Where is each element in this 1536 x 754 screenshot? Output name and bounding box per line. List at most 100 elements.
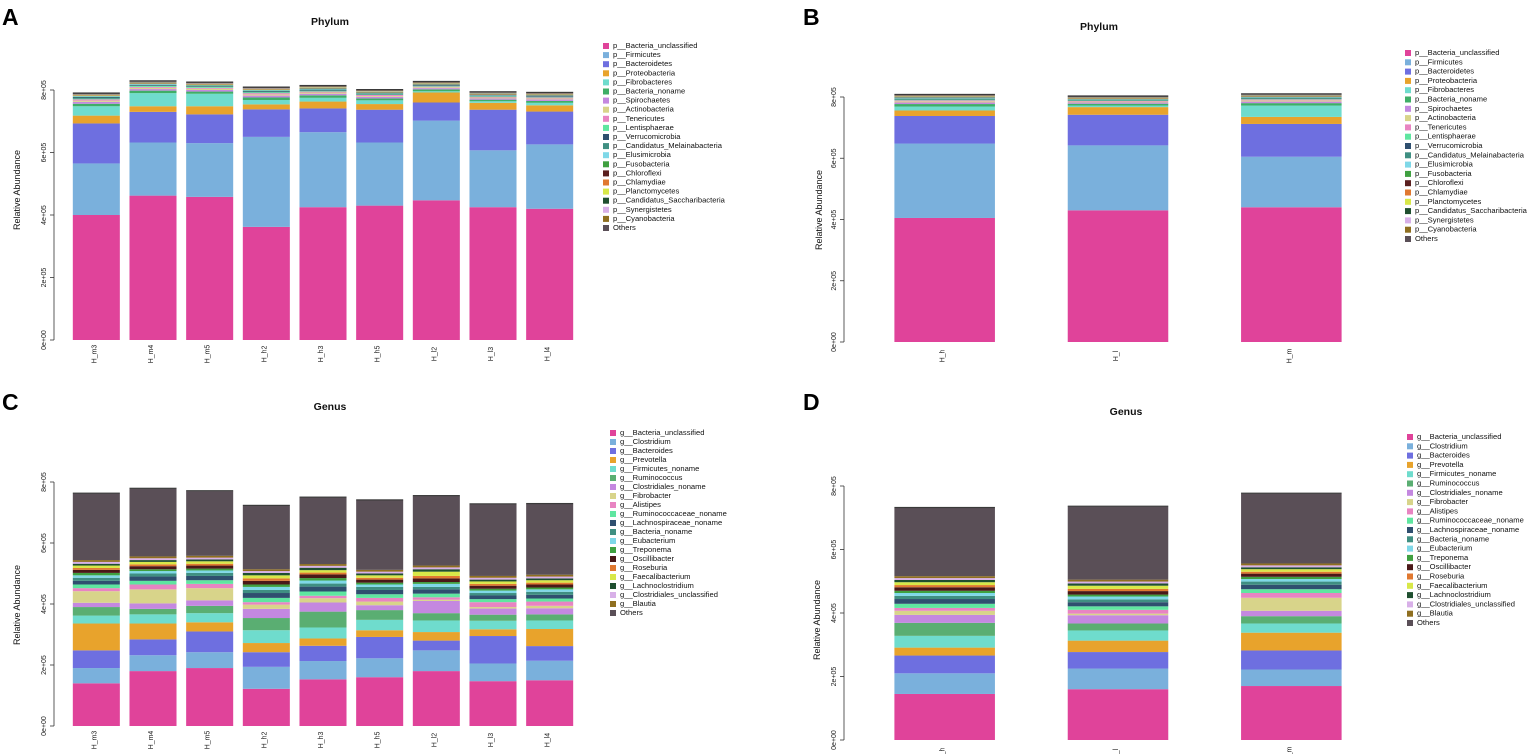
stacked-bar	[72, 92, 120, 340]
bar-segment	[526, 144, 574, 209]
bar-segment	[526, 96, 574, 98]
bar-segment	[1067, 613, 1169, 616]
legend-swatch	[1407, 527, 1413, 533]
x-tick-label: H_h2	[261, 346, 268, 363]
bar-segment	[299, 586, 347, 592]
bar-segment	[894, 599, 995, 604]
legend-swatch	[610, 565, 616, 571]
stacked-bar	[1241, 93, 1342, 342]
bar-segment	[412, 86, 460, 88]
bar-segment	[1241, 581, 1342, 585]
bar-segment	[242, 604, 290, 609]
y-tick-label: 6e+05	[41, 143, 48, 163]
bar-segment	[186, 106, 234, 115]
bar-segment	[299, 207, 347, 340]
bar-segment	[1067, 102, 1169, 104]
bar-segment	[72, 98, 120, 100]
bar-segment	[129, 90, 177, 94]
bar-top-edge	[356, 89, 404, 91]
bar-segment	[186, 565, 234, 569]
bar-segment	[299, 564, 347, 566]
bar-segment	[469, 577, 517, 580]
bar-top-edge	[242, 86, 290, 88]
bar-segment	[72, 106, 120, 116]
bar-segment	[894, 110, 995, 116]
legend-label: p__Actinobacteria	[613, 105, 675, 114]
bar-segment	[412, 87, 460, 89]
bar-segment	[412, 567, 460, 570]
bar-segment	[894, 102, 995, 105]
bar-segment	[242, 652, 290, 667]
x-tick-label: H_h	[940, 747, 947, 754]
stacked-bar	[526, 91, 574, 340]
bar-segment	[1067, 630, 1169, 641]
legend-label: p__Spirochaetes	[1415, 104, 1472, 113]
bar-segment	[129, 84, 177, 86]
bar-segment	[72, 96, 120, 97]
bar-segment	[356, 95, 404, 96]
x-tick-label: H_m4	[148, 731, 155, 750]
legend: g__Bacteria_unclassifiedg__Clostridiumg_…	[1407, 432, 1524, 627]
bar-segment	[72, 560, 120, 562]
stacked-bar	[1241, 492, 1342, 740]
legend-label: g__Prevotella	[620, 455, 667, 464]
legend-label: g__Bacteroides	[1417, 451, 1470, 460]
bar-top-edge	[412, 80, 460, 83]
bar-segment	[186, 622, 234, 632]
stacked-bar	[356, 499, 404, 726]
bar-segment	[186, 568, 234, 571]
legend-swatch	[603, 61, 609, 68]
bar-segment	[72, 100, 120, 102]
y-tick-label: 4e+05	[831, 210, 838, 230]
legend-label: g__Roseburia	[620, 563, 668, 572]
bar-segment	[469, 581, 517, 584]
bar-segment	[1067, 100, 1169, 101]
bar-segment	[299, 595, 347, 599]
bar-segment	[526, 208, 574, 340]
bar-segment	[526, 100, 574, 103]
bar-segment	[129, 85, 177, 87]
bar-segment	[299, 574, 347, 579]
legend-label: p__Candidatus_Saccharibacteria	[1415, 206, 1528, 215]
stacked-bar	[299, 496, 347, 726]
bar-segment	[242, 666, 290, 689]
bar-top-edge	[894, 93, 995, 96]
bar-segment	[72, 577, 120, 581]
bar-segment	[1067, 100, 1169, 102]
legend-label: p__Verrucomicrobia	[613, 132, 681, 141]
bar-top-edge	[72, 492, 120, 494]
bar-segment	[299, 132, 347, 208]
bar-segment	[894, 97, 995, 99]
stacked-bar	[242, 86, 290, 340]
bar-segment	[242, 569, 290, 572]
bar-segment	[242, 109, 290, 137]
bar-segment	[526, 96, 574, 97]
stacked-bar	[72, 492, 120, 726]
bar-segment	[894, 647, 995, 656]
legend-swatch	[1405, 180, 1411, 187]
bar-segment	[1241, 573, 1342, 577]
bar-segment	[1241, 97, 1342, 99]
bar-segment	[129, 639, 177, 656]
bar-segment	[186, 86, 234, 87]
x-tick-label: H_h3	[318, 732, 325, 749]
legend-label: p__Proteobacteria	[1415, 76, 1478, 85]
legend-swatch	[1407, 434, 1413, 440]
x-tick-label: H_h3	[318, 346, 325, 363]
bar-segment	[1241, 567, 1342, 570]
legend-label: g__Alistipes	[1417, 506, 1458, 515]
bar-segment	[186, 91, 234, 94]
bar-segment	[1241, 98, 1342, 100]
bar-segment	[356, 579, 404, 583]
legend-label: g__Blautia	[1417, 609, 1454, 618]
bar-segment	[242, 97, 290, 100]
bar-segment	[526, 578, 574, 581]
legend-label: p__Cyanobacteria	[613, 214, 675, 223]
panel-letter: A	[2, 4, 19, 30]
bar-segment	[469, 636, 517, 664]
chart-title: Genus	[1110, 406, 1143, 418]
bar-segment	[469, 98, 517, 100]
legend-label: g__Treponema	[620, 545, 672, 554]
y-tick-label: 0e+00	[831, 730, 838, 750]
legend-swatch	[1407, 536, 1413, 543]
